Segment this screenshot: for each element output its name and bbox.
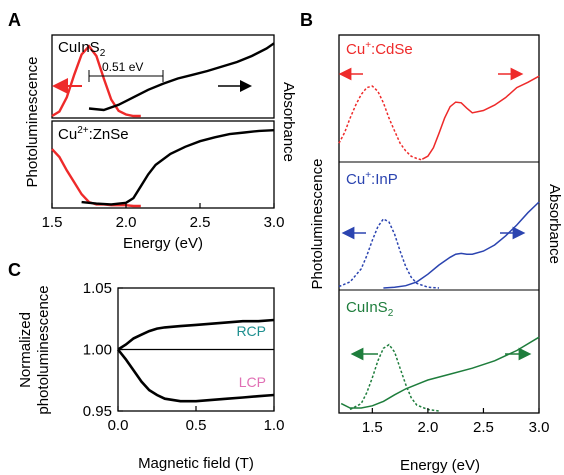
panel-c-ytick-1-label: 1.00 xyxy=(83,342,112,359)
panel-a-abs-curve-0 xyxy=(88,42,275,112)
panel-a-top-label: CuInS2 xyxy=(58,39,106,59)
panel-c-curve-lcp xyxy=(116,348,275,403)
panel-b-abs-curve-1 xyxy=(383,201,540,289)
panel-b-frame xyxy=(338,34,540,414)
panel-b-xtick-1-label: 2.0 xyxy=(417,419,438,436)
panel-c-curves xyxy=(116,318,275,403)
panel-c-xlabel: Magnetic field (T) xyxy=(138,455,254,472)
panel-b-curves xyxy=(338,75,540,412)
panel-c-ylabel-line2: photoluminescence xyxy=(35,285,52,414)
panel-c: 0.0 0.5 1.0 0.95 1.00 1.05 RCP LCP Normalized… xyxy=(17,280,284,472)
panel-b: 1.5 2.0 2.5 3.0 Cu+:CdSe Cu+:InP CuInS2 Pho… xyxy=(309,34,563,474)
panel-letter-c: C xyxy=(8,260,21,280)
panel-c-ytick-2-label: 1.05 xyxy=(83,280,112,297)
panel-c-xtick-0-label: 0.0 xyxy=(108,417,129,434)
panel-letter-a: A xyxy=(8,10,21,30)
lcp-label: LCP xyxy=(239,374,266,390)
panel-b-abs-curve-2 xyxy=(340,336,540,409)
rcp-label: RCP xyxy=(236,323,266,339)
panel-a-abs-curve-1 xyxy=(81,129,275,206)
panel-c-ticks: 0.0 0.5 1.0 0.95 1.00 1.05 xyxy=(83,280,285,434)
panel-b-xticks: 1.5 2.0 2.5 3.0 xyxy=(362,408,550,436)
panel-a-xtick-1-label: 2.0 xyxy=(116,214,137,231)
panel-b-label-cuins2: CuInS2 xyxy=(346,299,394,319)
panel-a: 1.5 2.0 2.5 3.0 CuInS2 Cu2+:ZnSe 0.51 eV Ph… xyxy=(24,34,297,252)
panel-a-xticks: 1.5 2.0 2.5 3.0 xyxy=(42,203,285,231)
panel-a-bottom-label: Cu2+:ZnSe xyxy=(58,125,129,143)
panel-b-pl-curve-0 xyxy=(338,85,423,161)
panel-b-label-cdse: Cu+:CdSe xyxy=(346,40,413,58)
stokes-shift-annotation: 0.51 eV xyxy=(102,60,143,74)
panel-c-xtick-1-label: 0.5 xyxy=(186,417,207,434)
panel-c-curve-rcp xyxy=(117,318,275,351)
panel-b-label-inp: Cu+:InP xyxy=(346,170,398,188)
panel-c-ytick-0-label: 0.95 xyxy=(83,403,112,420)
panel-a-xtick-3-label: 3.0 xyxy=(264,214,285,231)
panel-a-top-frame xyxy=(51,34,275,119)
panel-a-xtick-0-label: 1.5 xyxy=(42,214,63,231)
panel-b-xtick-2-label: 2.5 xyxy=(473,419,494,436)
panel-c-ylabel-line1: Normalized xyxy=(17,312,34,388)
panel-b-xlabel: Energy (eV) xyxy=(400,457,480,474)
panel-c-xtick-2-label: 1.0 xyxy=(264,417,285,434)
panel-a-xtick-2-label: 2.5 xyxy=(190,214,211,231)
panel-a-pl-curve-0 xyxy=(51,44,141,118)
panel-a-ylabel-right: Absorbance xyxy=(280,82,297,162)
panel-a-pl-curve-1 xyxy=(51,148,141,208)
panel-b-pl-curve-2 xyxy=(349,343,440,412)
panel-b-pl-curve-1 xyxy=(338,217,440,289)
panel-letter-b: B xyxy=(300,10,313,30)
panel-a-ylabel-left: Photoluminescence xyxy=(24,57,41,188)
panel-b-abs-curve-0 xyxy=(421,75,540,160)
panel-b-xtick-0-label: 1.5 xyxy=(362,419,383,436)
panel-b-ylabel-left: Photoluminescence xyxy=(309,159,326,290)
panel-b-ylabel-right: Absorbance xyxy=(546,184,563,264)
panel-a-bottom-frame xyxy=(51,120,275,209)
panel-b-xtick-3-label: 3.0 xyxy=(529,419,550,436)
panel-a-xlabel: Energy (eV) xyxy=(123,235,203,252)
